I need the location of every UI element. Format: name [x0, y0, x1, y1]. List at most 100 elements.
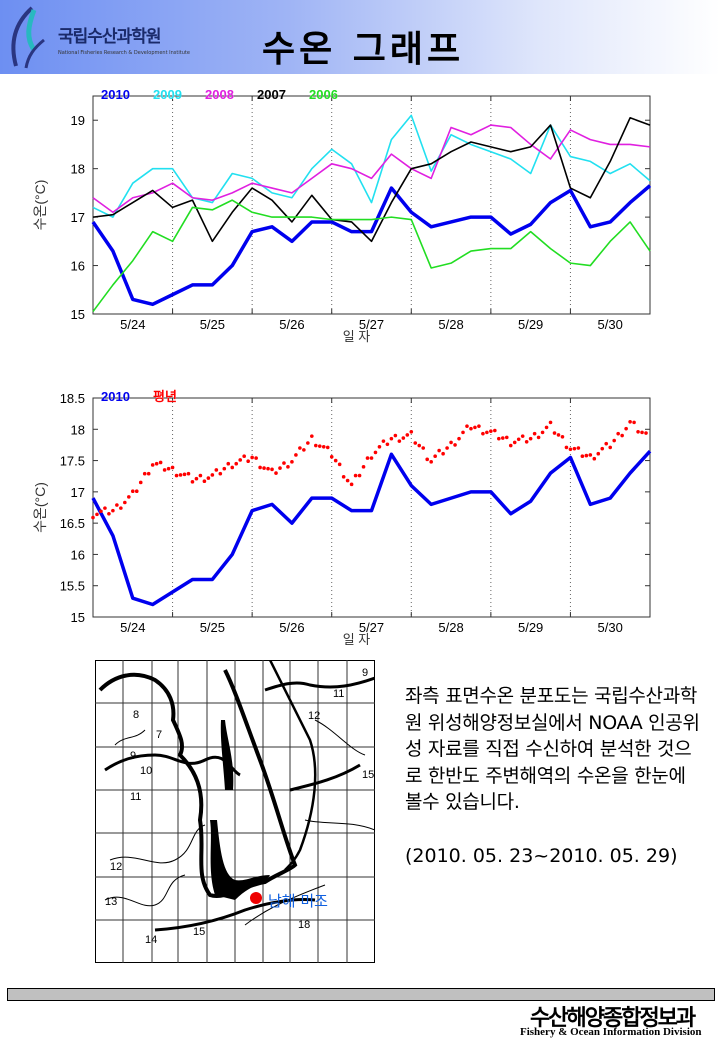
data-point	[624, 426, 628, 431]
data-point	[314, 443, 318, 448]
data-point	[504, 435, 509, 440]
data-point	[449, 440, 453, 445]
y-axis-label: 수온(°C)	[32, 180, 48, 231]
x-tick-label: 5/25	[200, 620, 225, 635]
plot-frame	[92, 95, 651, 315]
data-point	[425, 457, 430, 462]
data-point	[206, 476, 211, 480]
data-point	[298, 446, 302, 450]
data-point	[345, 478, 350, 483]
data-point	[520, 434, 525, 438]
data-point	[381, 439, 386, 443]
data-point	[556, 433, 561, 437]
data-point	[99, 509, 103, 514]
data-point	[361, 465, 366, 469]
data-point	[186, 471, 191, 476]
x-tick-label: 5/27	[359, 317, 384, 332]
x-tick-label: 5/30	[598, 317, 623, 332]
data-point	[600, 446, 605, 451]
data-point	[592, 456, 597, 461]
data-point	[572, 446, 577, 451]
data-point	[485, 430, 489, 435]
contour-label: 15	[362, 769, 374, 781]
data-point	[170, 465, 175, 470]
contour-label: 12	[110, 861, 122, 873]
map-description: 좌측 표면수온 분포도는 국립수산과학원 위성해양정보실에서 NOAA 인공위성…	[405, 685, 700, 813]
data-point	[560, 434, 565, 439]
data-point	[321, 445, 326, 449]
data-point	[393, 433, 398, 438]
data-point	[445, 446, 449, 450]
data-point	[516, 437, 521, 442]
legend-entry-2008: 2008	[205, 87, 234, 102]
x-tick-label: 5/29	[518, 317, 543, 332]
contour-label: 11	[130, 791, 141, 803]
legend-entry-2010: 2010	[101, 87, 130, 102]
data-point	[353, 473, 358, 478]
data-point	[612, 438, 616, 443]
data-point	[628, 419, 632, 424]
x-tick-label: 5/26	[279, 317, 304, 332]
data-point	[620, 433, 624, 438]
series-평년	[91, 419, 648, 520]
y-tick-label: 18.5	[60, 391, 85, 406]
data-point	[150, 463, 155, 467]
data-point	[401, 436, 406, 440]
data-point	[115, 503, 119, 507]
contour-label: 18	[298, 919, 310, 931]
data-point	[190, 480, 195, 484]
data-point	[266, 466, 270, 471]
x-axis-label: 일 자	[343, 329, 371, 344]
contour-label: 12	[308, 710, 320, 722]
sst-map-image: 9 11 12 8 7 9 10 15 11 12 13 14 15 18	[95, 659, 376, 963]
series-2006	[92, 199, 651, 313]
data-point	[226, 461, 231, 466]
x-tick-label: 5/30	[598, 620, 623, 635]
x-axis-label: 일 자	[343, 632, 371, 645]
data-point	[246, 459, 250, 463]
x-tick-label: 5/25	[200, 317, 225, 332]
footer-division-english: Fishery & Ocean Information Division	[520, 1026, 702, 1038]
data-point	[512, 440, 517, 445]
data-point	[317, 444, 322, 448]
y-tick-label: 16	[71, 547, 85, 562]
data-point	[413, 441, 418, 445]
data-point	[274, 471, 278, 475]
data-point	[457, 436, 461, 441]
data-point	[469, 426, 473, 431]
logo-text: 국립수산과학원	[58, 27, 161, 47]
data-point	[325, 445, 330, 450]
data-point	[218, 471, 223, 476]
y-tick-label: 17.5	[60, 454, 85, 469]
data-point	[234, 461, 239, 466]
chart-water-temperature-years: 5/24 5/25 5/26 5/27 5/28 5/29 5/30 15 16 17 18 19 일 …	[32, 87, 652, 344]
data-point	[409, 429, 414, 434]
y-tick-label: 15	[71, 610, 85, 625]
data-point	[123, 500, 127, 505]
data-point	[329, 455, 334, 459]
data-point	[532, 431, 537, 436]
data-point	[644, 431, 648, 435]
data-point	[95, 512, 99, 517]
chart-water-temperature-normal: 5/24 5/25 5/26 5/27 5/28 5/29 5/30 15 15.5 16 16.5…	[32, 389, 652, 645]
station-marker-icon	[250, 892, 262, 904]
y-axis-label: 수온(°C)	[32, 482, 48, 533]
data-point	[107, 511, 111, 516]
data-point	[294, 453, 298, 457]
data-point	[134, 489, 139, 494]
data-point	[588, 453, 593, 457]
data-point	[174, 473, 179, 478]
contour-label: 10	[140, 765, 152, 777]
legend-entry-2006: 2006	[309, 87, 338, 102]
data-point	[548, 420, 553, 425]
data-point	[333, 458, 338, 463]
data-point	[580, 454, 585, 458]
page-title: 수온 그래프	[262, 29, 465, 70]
data-point	[242, 454, 246, 458]
data-point	[194, 476, 199, 481]
contour-label: 15	[193, 926, 205, 938]
data-point	[473, 425, 477, 430]
data-point	[576, 446, 581, 450]
series-2009	[92, 114, 651, 218]
data-point	[250, 455, 254, 460]
